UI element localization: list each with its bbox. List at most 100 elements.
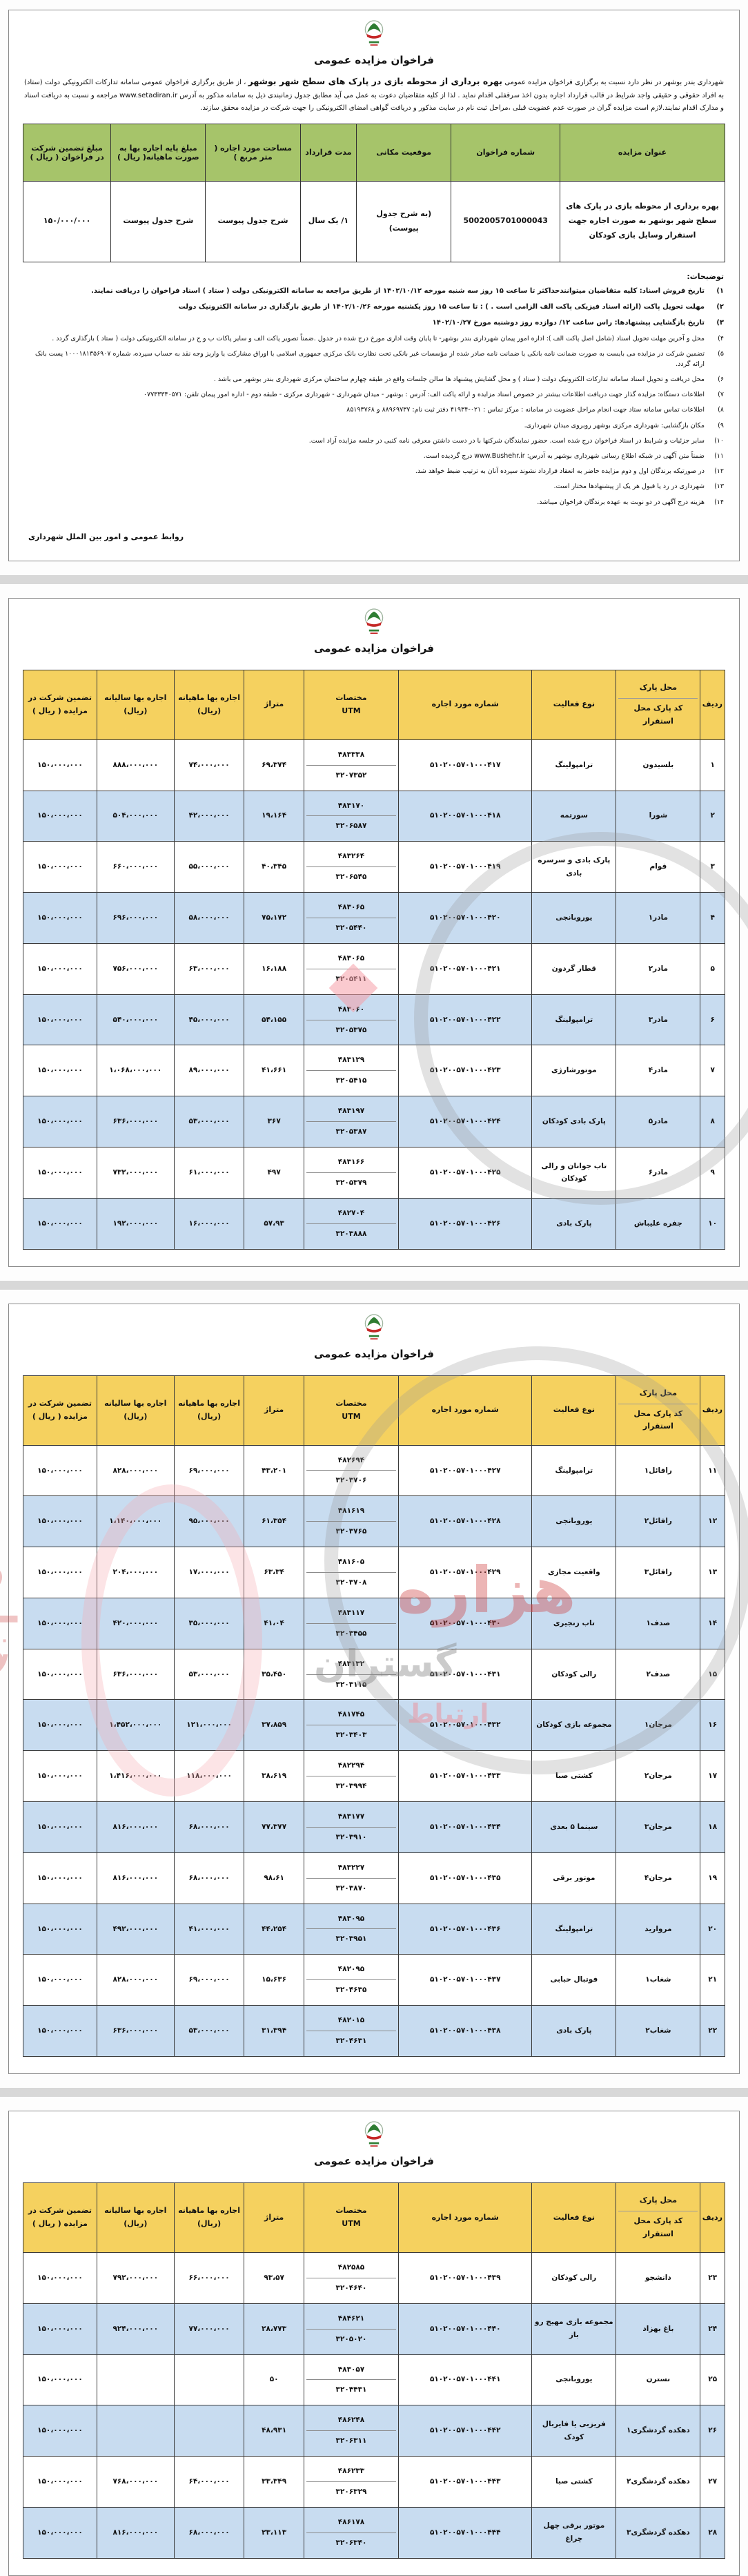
cell-row-no: ۲۰	[700, 1903, 725, 1955]
park-row: ۲۷ دهکده گردشگری۲ کشتی صبا ۵۱۰۲۰۰۵۷۰۱۰۰۰۴۴۳…	[23, 2456, 725, 2508]
utm-northing: ۳۲۰۳۸۸۸	[335, 1229, 367, 1238]
cell-monthly: ۵۸،۰۰۰،۰۰۰	[173, 892, 245, 944]
cell-park: بلسیدون	[616, 739, 701, 791]
cell-area: ۴۱،۰۴	[244, 1597, 304, 1649]
cell-row-no: ۱	[700, 739, 725, 791]
cell-monthly: ۵۳،۰۰۰،۰۰۰	[173, 1096, 245, 1147]
park-row: ۲۸ دهکده گردشگری۳ موتور برقی چهل چراغ ۵۱۰۲۰…	[23, 2506, 725, 2559]
note-item: ۷) اطلاعات دستگاه: مزایده گذار جهت دریافت…	[24, 389, 724, 400]
col-monthly: اجاره بها ماهیانه (ریال)	[173, 1375, 245, 1446]
cell-guarantee: ۱۵۰،۰۰۰،۰۰۰	[23, 2005, 97, 2057]
cell-tender-no: ۵۱۰۲۰۰۵۷۰۱۰۰۰۴۳۴	[398, 1801, 533, 1853]
cell-monthly	[173, 2354, 245, 2406]
cell-yearly: ۱،۴۵۲،۰۰۰،۰۰۰	[96, 1699, 175, 1752]
cell-tender-no: ۵۱۰۲۰۰۵۷۰۱۰۰۰۴۳۶	[398, 1903, 533, 1955]
utm-northing: ۳۲۰۳۹۱۰	[335, 1832, 367, 1841]
col-row-no: ردیف	[700, 2182, 725, 2253]
col-activity: نوع فعالیت	[531, 1375, 617, 1446]
bushehr-municipality-logo	[364, 20, 384, 46]
cell-area: ۱۹،۱۶۴	[244, 790, 304, 842]
cell-area: ۷۵،۱۷۲	[244, 892, 304, 944]
park-row: ۴ مادر۱ یوروبانجی ۵۱۰۲۰۰۵۷۰۱۰۰۰۴۲۰ ۴۸۳۰۶۵ ۳۲۰…	[23, 892, 725, 944]
note-number: ۷)	[718, 391, 724, 399]
cell-activity: مجموعه بازی کودکان	[531, 1699, 617, 1752]
cell-row-no: ۲۱	[700, 1954, 725, 2006]
cell-area: ۶۹،۳۷۴	[244, 739, 304, 791]
cell-tender-no: ۵۱۰۲۰۰۵۷۰۱۰۰۰۴۲۱	[398, 942, 533, 995]
cell-activity: ترامپولینگ	[531, 1903, 617, 1955]
cell-activity: ترامپولینگ	[531, 1444, 617, 1497]
cell-monthly: ۷۴،۰۰۰،۰۰۰	[173, 739, 245, 791]
cell-activity: موتورشارژی	[531, 1045, 617, 1097]
cell-yearly: ۷۳۲،۰۰۰،۰۰۰	[96, 1147, 175, 1199]
cell-utm: ۴۸۴۶۲۱ ۳۲۰۵۰۲۰	[303, 2303, 400, 2355]
cell-activity: موتور برقی چهل چراغ	[531, 2506, 617, 2559]
cell-tender-no: ۵۱۰۲۰۰۵۷۰۱۰۰۰۴۱۸	[398, 790, 533, 842]
page-4-header: فراخوان مزایده عمومی	[23, 2117, 725, 2167]
note-text: مکان بازگشایی: شهرداری مرکزی بوشهر روبرو…	[524, 421, 705, 429]
cell-park: قوام	[616, 841, 701, 893]
cell-activity: پارک بادی	[531, 1197, 617, 1250]
cell-park: جفره علیباش	[616, 1197, 701, 1250]
cell-call-number: 5002005701000043	[451, 180, 561, 262]
utm-northing: ۳۲۰۳۴۰۳	[335, 1731, 367, 1740]
cell-utm: ۴۸۳۱۷۰ ۳۲۰۶۵۸۷	[303, 790, 400, 842]
cell-guarantee: ۱۵۰،۰۰۰،۰۰۰	[23, 841, 97, 893]
cell-utm: ۴۸۳۰۵۷ ۳۲۰۴۴۳۱	[303, 2354, 400, 2406]
park-row: ۲۲ شغاب۲ پارک بادی ۵۱۰۲۰۰۵۷۰۱۰۰۰۴۳۸ ۴۸۲۰۱۵ ۳۲…	[23, 2005, 725, 2057]
cell-activity: یوروبانجی	[531, 2354, 617, 2406]
cell-park: مادر۲	[616, 942, 701, 995]
cell-park: مرجان۴	[616, 1852, 701, 1904]
utm-northing: ۳۲۰۶۳۴۰	[335, 2538, 367, 2547]
cell-yearly: ۴۹۲،۰۰۰،۰۰۰	[96, 1903, 175, 1955]
cell-guarantee: ۱۵۰،۰۰۰،۰۰۰	[23, 1096, 97, 1147]
cell-utm: ۴۸۳۰۶۵ ۳۲۰۵۴۴۰	[303, 892, 400, 944]
cell-row-no: ۱۹	[700, 1852, 725, 1904]
cell-monthly: ۱۷،۰۰۰،۰۰۰	[173, 1547, 245, 1598]
cell-activity: پارک بادی کودکان	[531, 1096, 617, 1147]
cell-yearly: ۸۲۸،۰۰۰،۰۰۰	[96, 1954, 175, 2006]
cell-guarantee: ۱۵۰،۰۰۰،۰۰۰	[23, 942, 97, 995]
park-row: ۲۶ دهکده گردشگری۱ فریزبی یا فایربال کودک ۵۱…	[23, 2405, 725, 2457]
cell-activity: تاب جوانان و رالی کودکان	[531, 1147, 617, 1199]
note-number: ۱۴)	[714, 498, 724, 506]
parks-header-row: ردیف محل پارک کد پارک محل استقرار نوع فعا…	[23, 1375, 725, 1446]
note-item: ۱) تاریخ فروش اسناد: کلیه متقاضیان میتوان…	[24, 286, 724, 297]
col-monthly: اجاره بها ماهیانه (ریال)	[173, 2182, 245, 2253]
park-row: ۱۷ مرجان۲ کشتی صبا ۵۱۰۲۰۰۵۷۰۱۰۰۰۴۳۳ ۴۸۲۲۹۴ ۳۲…	[23, 1750, 725, 1803]
cell-monthly: ۶۶،۰۰۰،۰۰۰	[173, 2251, 245, 2304]
utm-easting: ۴۸۳۰۶۰	[306, 1003, 397, 1020]
cell-tender-no: ۵۱۰۲۰۰۵۷۰۱۰۰۰۴۳۹	[398, 2251, 533, 2304]
utm-northing: ۳۲۰۵۰۲۰	[335, 2334, 367, 2343]
cell-guarantee: ۱۵۰،۰۰۰،۰۰۰	[23, 1750, 97, 1803]
cell-guarantee: ۱۵۰،۰۰۰،۰۰۰	[23, 1699, 97, 1752]
park-row: ۶ مادر۳ ترامپولینگ ۵۱۰۲۰۰۵۷۰۱۰۰۰۴۲۲ ۴۸۳۰۶۰ ۳۲…	[23, 994, 725, 1046]
cell-park: نسترن	[616, 2354, 701, 2406]
cell-guarantee: ۱۵۰،۰۰۰،۰۰۰	[23, 2405, 97, 2457]
note-text: اطلاعات دستگاه: مزایده گذار جهت دریافت ا…	[143, 391, 705, 399]
col-tender-no: شماره مورد اجاره	[398, 1375, 533, 1446]
cell-yearly: ۱۹۲،۰۰۰،۰۰۰	[96, 1197, 175, 1250]
cell-utm: ۴۸۶۲۴۸ ۳۲۰۶۳۱۱	[303, 2405, 400, 2457]
cell-guarantee: ۱۵۰،۰۰۰،۰۰۰	[23, 739, 97, 791]
cell-utm: ۴۸۳۳۳۸ ۳۲۰۷۳۵۲	[303, 739, 400, 791]
cell-area: ۴۱،۶۶۱	[244, 1045, 304, 1097]
note-number: ۵)	[718, 349, 724, 358]
utm-easting: ۴۸۳۱۲۹	[306, 1054, 397, 1072]
cell-utm: ۴۸۳۰۹۵ ۳۲۰۳۹۵۱	[303, 1903, 400, 1955]
cell-park: مرجان۳	[616, 1801, 701, 1853]
cell-row-no: ۱۶	[700, 1699, 725, 1752]
cell-row-no: ۲	[700, 790, 725, 842]
cell-yearly: ۸۲۸،۰۰۰،۰۰۰	[96, 1444, 175, 1497]
cell-tender-no: ۵۱۰۲۰۰۵۷۰۱۰۰۰۴۳۰	[398, 1597, 533, 1649]
note-number: ۱۰)	[714, 436, 724, 445]
note-item: ۶) محل دریافت و تحویل اسناد سامانه تدارکا…	[24, 374, 724, 385]
page-separator	[0, 1280, 748, 1290]
utm-easting: ۴۸۶۲۴۸	[306, 2414, 397, 2432]
cell-monthly: ۱۲۱،۰۰۰،۰۰۰	[173, 1699, 245, 1752]
page-2: فراخوان مزایده عمومی ردیف محل پارک کد پار…	[8, 597, 740, 1267]
note-number: ۱۲)	[714, 467, 724, 476]
note-item: ۲) مهلت تحویل پاکت (ارائه اسناد فیزیکی پا…	[24, 302, 724, 313]
cell-park: دهکده گردشگری۲	[616, 2456, 701, 2508]
park-row: ۳ قوام پارک بادی و سرسره بادی ۵۱۰۲۰۰۵۷۰۱۰۰۰…	[23, 841, 725, 893]
